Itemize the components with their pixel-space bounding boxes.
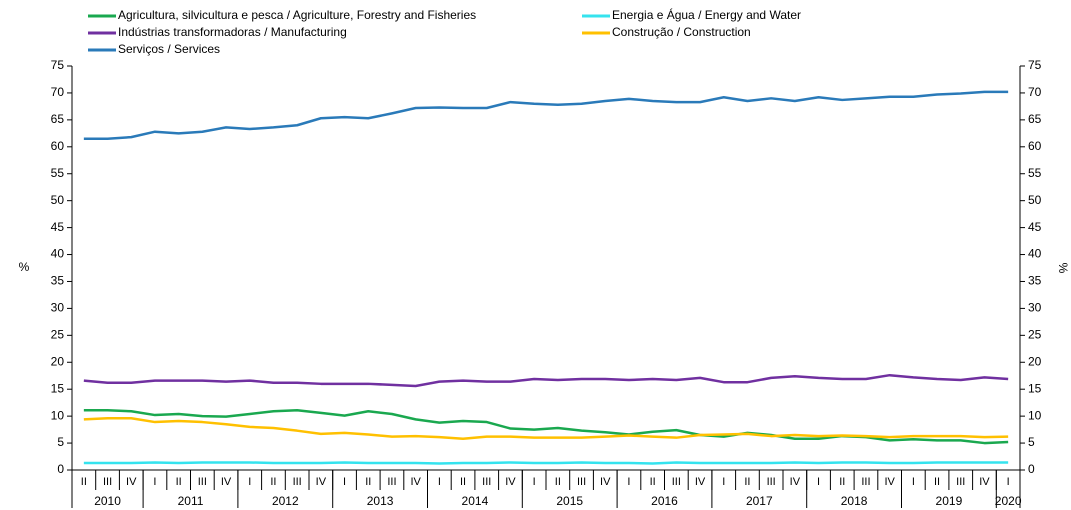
x-tick-label: I [153, 476, 156, 488]
legend-label: Energia e Água / Energy and Water [612, 7, 801, 22]
x-tick-label: II [744, 476, 750, 488]
x-tick-label: III [482, 476, 491, 488]
y2-tick-label: 25 [1028, 328, 1042, 342]
x-tick-label: IV [505, 476, 516, 488]
y2-tick-label: 40 [1028, 247, 1042, 261]
y-tick-label: 60 [51, 139, 65, 153]
x-tick-label: II [839, 476, 845, 488]
x-tick-label: IV [790, 476, 801, 488]
year-label: 2010 [94, 494, 121, 508]
x-tick-label: II [365, 476, 371, 488]
y2-tick-label: 55 [1028, 166, 1042, 180]
x-tick-label: III [956, 476, 965, 488]
y2-tick-label: 10 [1028, 408, 1042, 422]
x-tick-label: III [198, 476, 207, 488]
y-tick-label: 75 [51, 58, 65, 72]
x-tick-label: IV [979, 476, 990, 488]
y-tick-label: 30 [51, 301, 65, 315]
year-label: 2013 [367, 494, 394, 508]
legend-label: Agricultura, silvicultura e pesca / Agri… [118, 8, 476, 22]
x-tick-label: IV [126, 476, 137, 488]
y2-tick-label: 50 [1028, 193, 1042, 207]
y2-tick-label: 0 [1028, 462, 1035, 476]
y-tick-label: 0 [57, 462, 64, 476]
x-tick-label: I [248, 476, 251, 488]
x-tick-label: III [103, 476, 112, 488]
x-tick-label: III [861, 476, 870, 488]
series-line [83, 417, 1009, 441]
x-tick-label: III [672, 476, 681, 488]
y-tick-label: 35 [51, 274, 65, 288]
legend-label: Serviços / Services [118, 42, 220, 56]
y-tick-label: 15 [51, 381, 65, 395]
y2-tick-label: 15 [1028, 381, 1042, 395]
x-tick-label: II [460, 476, 466, 488]
x-tick-label: II [81, 476, 87, 488]
series-line [83, 373, 1009, 388]
legend-label: Construção / Construction [612, 25, 751, 39]
x-tick-label: I [722, 476, 725, 488]
year-label: 2016 [651, 494, 678, 508]
series-line [83, 461, 1009, 465]
y-tick-label: 40 [51, 247, 65, 261]
x-tick-label: IV [221, 476, 232, 488]
x-tick-label: I [438, 476, 441, 488]
x-tick-label: II [555, 476, 561, 488]
x-tick-label: IV [884, 476, 895, 488]
x-tick-label: II [934, 476, 940, 488]
year-label: 2011 [178, 494, 204, 508]
x-tick-label: III [293, 476, 302, 488]
y2-tick-label: 60 [1028, 139, 1042, 153]
y2-tick-label: 20 [1028, 354, 1042, 368]
year-label: 2019 [936, 494, 963, 508]
x-tick-label: II [270, 476, 276, 488]
y2-tick-label: 75 [1028, 58, 1042, 72]
year-label: 2018 [841, 494, 868, 508]
x-tick-label: IV [695, 476, 706, 488]
y-tick-label: 50 [51, 193, 65, 207]
y2-tick-label: 35 [1028, 274, 1042, 288]
y-tick-label: 5 [57, 435, 64, 449]
y-tick-label: 55 [51, 166, 65, 180]
x-tick-label: I [817, 476, 820, 488]
x-tick-label: II [176, 476, 182, 488]
y2-tick-label: 45 [1028, 220, 1042, 234]
year-label: 2020 [995, 494, 1022, 508]
x-tick-label: I [912, 476, 915, 488]
x-tick-label: I [627, 476, 630, 488]
x-tick-label: I [1007, 476, 1010, 488]
y-tick-label: 70 [51, 85, 65, 99]
y-tick-label: 25 [51, 328, 65, 342]
year-label: 2014 [462, 494, 489, 508]
y-tick-label: 65 [51, 112, 65, 126]
x-tick-label: III [387, 476, 396, 488]
x-tick-label: II [650, 476, 656, 488]
series-line [83, 90, 1009, 140]
x-tick-label: I [343, 476, 346, 488]
x-tick-label: IV [316, 476, 327, 488]
y2-tick-label: 30 [1028, 301, 1042, 315]
y2-axis-label: % [1056, 263, 1070, 274]
x-tick-label: I [533, 476, 536, 488]
legend-label: Indústrias transformadoras / Manufacturi… [118, 25, 347, 39]
y-axis-label: % [19, 260, 30, 274]
y2-tick-label: 70 [1028, 85, 1042, 99]
year-label: 2012 [272, 494, 299, 508]
y-tick-label: 10 [51, 408, 65, 422]
year-label: 2015 [556, 494, 583, 508]
y-tick-label: 45 [51, 220, 65, 234]
x-tick-label: III [767, 476, 776, 488]
year-label: 2017 [746, 494, 773, 508]
x-tick-label: IV [410, 476, 421, 488]
x-tick-label: III [577, 476, 586, 488]
y-tick-label: 20 [51, 354, 65, 368]
y2-tick-label: 65 [1028, 112, 1042, 126]
x-tick-label: IV [600, 476, 611, 488]
y2-tick-label: 5 [1028, 435, 1035, 449]
